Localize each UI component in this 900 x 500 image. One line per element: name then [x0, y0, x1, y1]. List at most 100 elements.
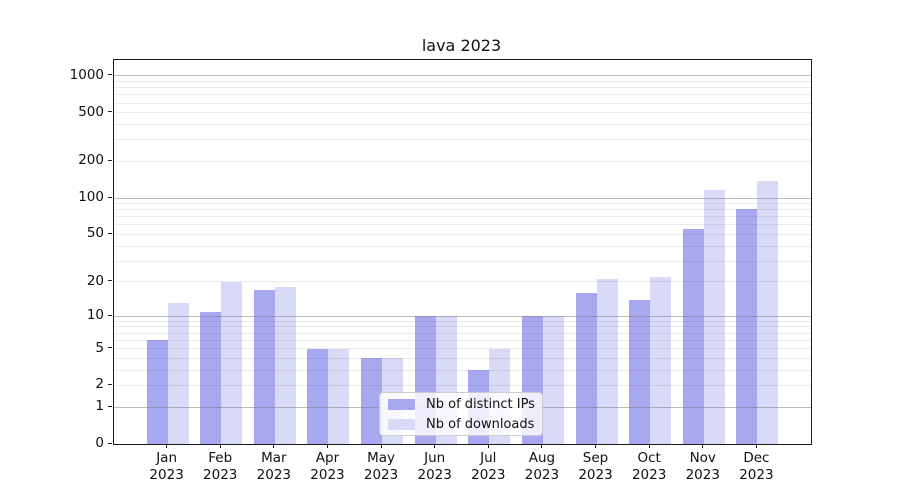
y-axis-tick-label: 1000 [69, 66, 104, 83]
x-axis-tick-label: May 2023 [363, 450, 399, 483]
y-axis-tick-label: 1 [95, 398, 104, 415]
gridline-minor [114, 245, 811, 247]
gridline-minor [114, 87, 811, 89]
legend-swatch-distinct-ips [388, 398, 415, 410]
chart-title: lava 2023 [421, 36, 502, 55]
x-axis-tick-label: Aug 2023 [524, 450, 560, 483]
gridline-minor [114, 203, 811, 205]
gridline-major [114, 75, 811, 77]
gridline-major [114, 197, 811, 199]
bar-distinct-ips [736, 208, 758, 444]
y-axis-tick [108, 280, 112, 282]
gridline-minor [114, 80, 811, 82]
gridline-minor [114, 112, 811, 114]
bar-distinct-ips [146, 340, 168, 444]
y-axis-tick-label: 0 [95, 435, 104, 451]
legend-label-distinct-ips: Nb of distinct IPs [426, 396, 535, 412]
gridline-minor [114, 160, 811, 162]
bar-downloads [596, 279, 618, 444]
gridline-minor [114, 209, 811, 211]
bar-downloads [757, 180, 779, 444]
legend: Nb of distinct IPs Nb of downloads [379, 392, 543, 436]
legend-swatch-downloads [388, 418, 415, 430]
gridline-minor [114, 102, 811, 104]
gridline-minor [114, 369, 811, 371]
y-axis-tick [108, 347, 112, 349]
gridline-minor [114, 326, 811, 328]
y-axis-tick [108, 159, 112, 161]
gridline-minor [114, 124, 811, 126]
y-axis-tick-label: 100 [78, 189, 104, 206]
x-axis-tick [273, 444, 275, 448]
y-axis-tick-label: 5 [95, 339, 104, 356]
y-axis-tick-label: 50 [86, 225, 104, 242]
gridline-minor [114, 260, 811, 262]
gridline-minor [114, 320, 811, 322]
x-axis-tick-label: Dec 2023 [739, 450, 774, 483]
x-axis-tick [755, 444, 757, 448]
x-axis-tick [595, 444, 597, 448]
gridline-minor [114, 348, 811, 350]
x-axis-tick-label: Apr 2023 [310, 450, 345, 483]
gridline-major [114, 315, 811, 317]
x-axis-tick [434, 444, 436, 448]
y-axis-tick [108, 405, 112, 407]
x-axis-tick [166, 444, 168, 448]
bar-distinct-ips [253, 289, 275, 444]
gridline-minor [114, 224, 811, 226]
y-axis-tick [108, 383, 112, 385]
x-axis-tick [380, 444, 382, 448]
y-axis-tick [108, 442, 112, 444]
y-axis-tick-label: 2 [95, 376, 104, 393]
y-axis-tick-label: 200 [78, 152, 104, 169]
y-axis-tick [108, 314, 112, 316]
y-axis-tick [108, 232, 112, 234]
bar-downloads [221, 281, 243, 444]
x-axis-tick-label: Sep 2023 [578, 450, 613, 483]
y-axis-tick-label: 500 [78, 103, 104, 120]
x-axis-tick [541, 444, 543, 448]
x-axis-tick [326, 444, 328, 448]
bar-downloads [703, 190, 725, 444]
y-axis-tick-label: 10 [86, 307, 104, 324]
legend-item-downloads: Nb of downloads [388, 417, 534, 432]
bar-downloads [274, 287, 296, 444]
bar-downloads [328, 348, 350, 444]
x-axis-tick-label: Jul 2023 [471, 450, 506, 483]
y-axis-tick-label: 20 [86, 272, 104, 289]
y-axis-tick [108, 74, 112, 76]
bar-distinct-ips [575, 293, 597, 444]
x-axis-tick-label: Nov 2023 [685, 450, 720, 483]
x-axis-tick-label: Jun 2023 [417, 450, 452, 483]
gridline-minor [114, 94, 811, 96]
gridline-minor [114, 357, 811, 359]
bar-distinct-ips [682, 228, 704, 444]
gridline-minor [114, 332, 811, 334]
x-axis-tick-label: Jan 2023 [149, 450, 184, 483]
gridline-minor [114, 339, 811, 341]
x-axis-tick [648, 444, 650, 448]
bar-distinct-ips [307, 348, 329, 444]
legend-label-downloads: Nb of downloads [426, 416, 535, 432]
legend-item-distinct-ips: Nb of distinct IPs [388, 396, 535, 412]
bar-distinct-ips [361, 358, 383, 444]
gridline-minor [114, 216, 811, 218]
x-axis-tick [487, 444, 489, 448]
bar-downloads [167, 303, 189, 444]
gridline-minor [114, 281, 811, 283]
plot-area [113, 59, 812, 445]
x-axis-tick-label: Mar 2023 [256, 450, 292, 483]
y-axis-tick [108, 111, 112, 113]
bar-downloads [542, 316, 564, 444]
x-axis-tick [219, 444, 221, 448]
gridline-minor [114, 139, 811, 141]
gridline-minor [114, 384, 811, 386]
bar-distinct-ips [200, 311, 222, 444]
bar-downloads [650, 276, 672, 444]
x-axis-tick [702, 444, 704, 448]
bar-distinct-ips [629, 299, 651, 444]
y-axis-tick [108, 196, 112, 198]
x-axis-tick-label: Feb 2023 [203, 450, 238, 483]
gridline-minor [114, 233, 811, 235]
